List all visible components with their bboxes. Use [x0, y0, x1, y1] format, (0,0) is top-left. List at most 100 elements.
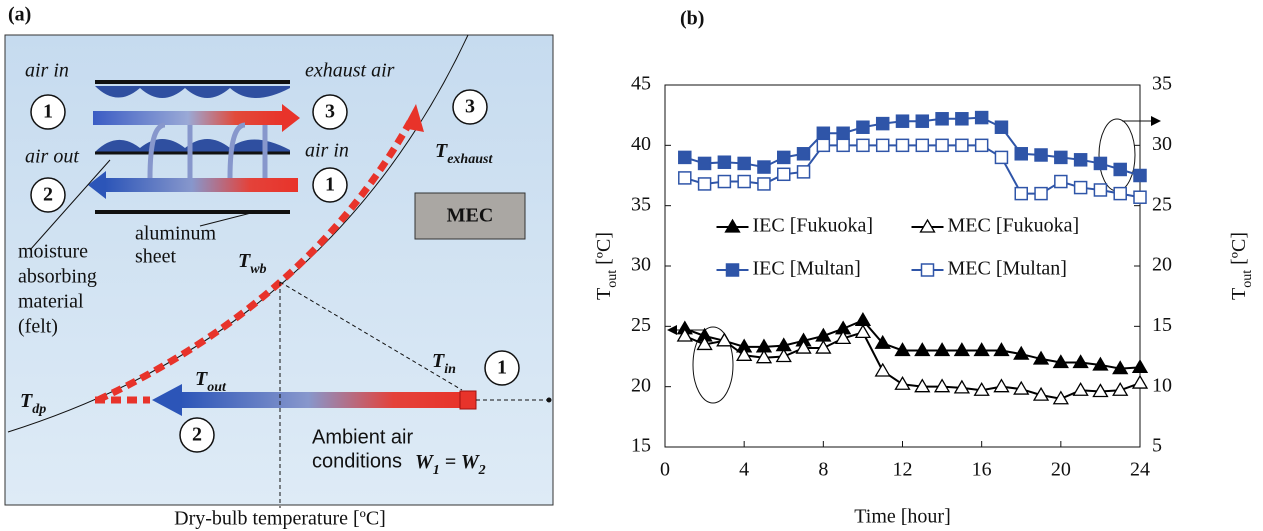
marker — [1072, 381, 1089, 396]
exhaust-arrow-head — [282, 104, 300, 132]
marker — [1092, 356, 1109, 371]
marker — [737, 156, 751, 171]
marker — [1032, 350, 1050, 365]
marker — [953, 379, 971, 394]
marker — [854, 312, 872, 326]
sheet-label: aluminum — [135, 223, 217, 245]
x-tick-label: 8 — [818, 459, 828, 481]
marker — [1131, 374, 1149, 389]
y-axis-label-part: out — [605, 270, 620, 288]
marker — [775, 348, 792, 363]
t-in-part: T — [432, 350, 445, 372]
marker — [875, 138, 890, 153]
marker — [1112, 360, 1129, 375]
marker — [895, 138, 910, 153]
marker — [1054, 174, 1068, 189]
marker — [717, 174, 732, 189]
series-line — [684, 331, 1141, 400]
w-equation-part: = W — [440, 451, 480, 473]
y-tick-label: 40 — [631, 133, 651, 155]
state-number: 1 — [43, 101, 53, 123]
marker — [894, 342, 911, 357]
marker — [717, 155, 732, 169]
state-number: 1 — [497, 357, 507, 379]
state-number: 3 — [325, 101, 335, 123]
product-arrow — [105, 178, 298, 192]
marker — [796, 147, 811, 161]
ambient-label: Ambient air — [312, 426, 413, 448]
state-number: 3 — [465, 96, 475, 118]
state-number: 2 — [43, 184, 53, 206]
marker — [1054, 150, 1068, 165]
marker — [678, 171, 692, 185]
marker — [1133, 190, 1147, 204]
t-out-part: T — [195, 368, 208, 390]
y2-axis-label-part: out — [1240, 270, 1255, 288]
inlet-label: air in — [305, 140, 349, 162]
marker — [1092, 383, 1109, 398]
marker — [777, 150, 791, 165]
felt — [95, 86, 290, 98]
process-path — [96, 120, 414, 404]
marker — [1093, 183, 1108, 197]
w-equation: W1 = W2 — [415, 451, 486, 478]
sheet-label: sheet — [135, 246, 177, 268]
marker — [1052, 390, 1069, 405]
marker — [915, 114, 930, 128]
marker — [914, 342, 931, 357]
t-wb: Twb — [238, 250, 267, 277]
marker — [875, 116, 890, 131]
marker — [755, 349, 773, 364]
x-axis-label: Time [hour] — [854, 506, 950, 528]
marker — [920, 263, 935, 277]
marker — [1073, 180, 1088, 195]
marker — [696, 336, 713, 351]
w-equation-part: 1 — [433, 463, 440, 478]
felt-pointer — [29, 159, 111, 251]
marker — [737, 174, 751, 189]
marker — [725, 263, 740, 277]
marker — [1073, 153, 1088, 167]
y-tick-label: 30 — [631, 254, 651, 276]
marker — [994, 120, 1009, 134]
marker — [1113, 186, 1127, 201]
marker — [973, 342, 990, 357]
x-tick-label: 16 — [972, 459, 992, 481]
marker — [1133, 168, 1147, 183]
outlet-label: air out — [25, 146, 79, 168]
marker — [777, 167, 791, 182]
marker — [816, 126, 831, 141]
marker — [697, 177, 712, 191]
multan-ellipse — [1098, 118, 1136, 192]
marker — [1052, 354, 1069, 369]
felt-label: moisture — [18, 241, 88, 263]
legend-label: IEC [Multan] — [753, 258, 861, 280]
marker — [1113, 162, 1127, 177]
t-dp: Tdp — [20, 390, 46, 417]
marker — [933, 342, 951, 357]
x-axis-label: Dry-bulb temperature [ºC] — [174, 508, 386, 530]
y-tick-label: 45 — [631, 73, 651, 95]
t-exhaust: Texhaust — [435, 140, 493, 167]
ambient-label: conditions — [312, 450, 402, 472]
marker — [1013, 380, 1030, 395]
x-tick-label: 0 — [660, 459, 670, 481]
y2-tick-label: 25 — [1152, 193, 1172, 215]
legend-label: IEC [Fukuoka] — [753, 215, 874, 237]
marker — [856, 120, 870, 134]
series-line — [684, 319, 1141, 370]
marker — [724, 218, 741, 233]
y-axis-label: Tout [ºC] — [593, 232, 620, 300]
marker — [815, 339, 832, 354]
t-dp-part: T — [20, 390, 33, 412]
marker — [1072, 354, 1089, 369]
series-line — [684, 144, 1141, 199]
marker — [953, 342, 971, 357]
t-exhaust-part: T — [435, 140, 448, 162]
marker — [1131, 359, 1149, 374]
marker — [736, 347, 753, 361]
marker — [919, 218, 936, 233]
t-in-part: in — [444, 362, 456, 377]
marker — [894, 375, 911, 390]
marker — [973, 381, 990, 396]
